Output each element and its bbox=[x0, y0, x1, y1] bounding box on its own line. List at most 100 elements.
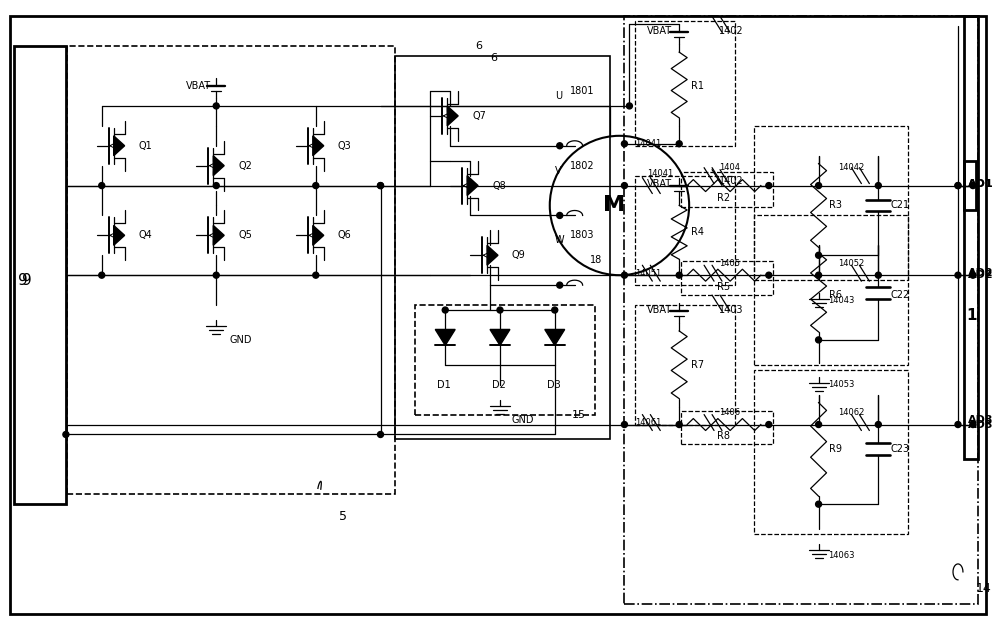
Text: R6: R6 bbox=[829, 290, 842, 300]
Polygon shape bbox=[487, 245, 498, 265]
Text: Q4: Q4 bbox=[139, 231, 152, 241]
Text: AD2: AD2 bbox=[968, 268, 994, 278]
Circle shape bbox=[766, 422, 772, 427]
Text: 9: 9 bbox=[18, 272, 28, 288]
Circle shape bbox=[816, 422, 822, 427]
Polygon shape bbox=[467, 176, 478, 196]
Text: C23: C23 bbox=[890, 444, 909, 455]
Text: 1406: 1406 bbox=[719, 408, 740, 417]
Circle shape bbox=[816, 183, 822, 189]
Text: 1403: 1403 bbox=[719, 305, 744, 315]
Circle shape bbox=[875, 272, 881, 278]
Polygon shape bbox=[114, 225, 125, 245]
Text: AD1: AD1 bbox=[968, 178, 994, 189]
Text: 1402: 1402 bbox=[719, 176, 744, 185]
Polygon shape bbox=[435, 330, 455, 345]
Polygon shape bbox=[213, 156, 224, 176]
Circle shape bbox=[621, 183, 627, 189]
Text: D1: D1 bbox=[437, 380, 451, 390]
Circle shape bbox=[497, 307, 503, 313]
Circle shape bbox=[313, 183, 319, 189]
Polygon shape bbox=[545, 330, 565, 345]
Text: R7: R7 bbox=[691, 360, 704, 370]
Text: Q2: Q2 bbox=[238, 161, 252, 171]
Circle shape bbox=[676, 141, 682, 147]
Circle shape bbox=[557, 282, 563, 288]
Text: 14041: 14041 bbox=[647, 169, 674, 178]
Text: Q3: Q3 bbox=[338, 141, 351, 150]
Bar bbox=[681, 261, 773, 295]
Bar bbox=[964, 17, 978, 459]
Bar bbox=[635, 305, 735, 425]
Circle shape bbox=[816, 501, 822, 507]
Text: 1803: 1803 bbox=[570, 231, 594, 241]
Text: VBAT: VBAT bbox=[647, 26, 672, 36]
Text: R5: R5 bbox=[717, 282, 730, 292]
Circle shape bbox=[313, 272, 319, 278]
Text: 18: 18 bbox=[590, 255, 602, 265]
Text: VBAT: VBAT bbox=[186, 81, 211, 91]
Text: R4: R4 bbox=[691, 227, 704, 237]
Bar bbox=[635, 176, 735, 285]
Bar bbox=[681, 411, 773, 444]
Circle shape bbox=[955, 183, 961, 189]
Circle shape bbox=[378, 432, 383, 438]
Text: V: V bbox=[555, 166, 561, 176]
Circle shape bbox=[626, 103, 632, 109]
Text: VBAT: VBAT bbox=[647, 178, 672, 189]
Text: GND: GND bbox=[229, 335, 252, 345]
Bar bbox=[681, 171, 773, 208]
Circle shape bbox=[875, 422, 881, 427]
Text: Q6: Q6 bbox=[338, 231, 351, 241]
Bar bbox=[624, 17, 978, 604]
Bar bbox=[964, 161, 976, 210]
Text: 1402: 1402 bbox=[719, 26, 744, 36]
Bar bbox=[635, 22, 735, 146]
Text: 1: 1 bbox=[966, 307, 976, 323]
Circle shape bbox=[442, 307, 448, 313]
Circle shape bbox=[621, 141, 627, 147]
Text: 6: 6 bbox=[490, 53, 497, 63]
Text: 1801: 1801 bbox=[570, 86, 594, 96]
Circle shape bbox=[557, 143, 563, 149]
Circle shape bbox=[816, 337, 822, 343]
Circle shape bbox=[63, 432, 69, 438]
Text: 14053: 14053 bbox=[829, 380, 855, 389]
Circle shape bbox=[970, 272, 976, 278]
Circle shape bbox=[970, 422, 976, 427]
Text: 15: 15 bbox=[572, 410, 586, 420]
Polygon shape bbox=[490, 330, 510, 345]
Text: VBAT: VBAT bbox=[647, 305, 672, 315]
Circle shape bbox=[875, 183, 881, 189]
Polygon shape bbox=[447, 106, 458, 126]
Text: AD3: AD3 bbox=[968, 415, 993, 425]
Text: C22: C22 bbox=[890, 290, 910, 300]
Text: 14062: 14062 bbox=[839, 408, 865, 417]
Circle shape bbox=[766, 272, 772, 278]
Circle shape bbox=[955, 272, 961, 278]
Bar bbox=[395, 56, 610, 439]
Polygon shape bbox=[213, 225, 224, 245]
Text: D3: D3 bbox=[547, 380, 561, 390]
Text: R9: R9 bbox=[829, 444, 842, 455]
Circle shape bbox=[213, 272, 219, 278]
Text: R1: R1 bbox=[691, 81, 704, 91]
Bar bbox=[415, 305, 595, 415]
Text: Q5: Q5 bbox=[238, 231, 252, 241]
Text: 14063: 14063 bbox=[829, 551, 855, 561]
Text: Q1: Q1 bbox=[139, 141, 152, 150]
Text: Q7: Q7 bbox=[472, 111, 486, 121]
Text: 14061: 14061 bbox=[635, 418, 662, 427]
Circle shape bbox=[676, 422, 682, 427]
Text: 5: 5 bbox=[339, 510, 347, 523]
Circle shape bbox=[816, 272, 822, 278]
Text: 9: 9 bbox=[22, 272, 32, 288]
Text: U: U bbox=[555, 91, 562, 101]
Text: D2: D2 bbox=[492, 380, 506, 390]
Bar bbox=[754, 370, 908, 534]
Circle shape bbox=[970, 183, 976, 189]
Text: 1404: 1404 bbox=[719, 163, 740, 172]
Circle shape bbox=[213, 103, 219, 109]
Circle shape bbox=[99, 272, 105, 278]
Text: R3: R3 bbox=[829, 201, 842, 210]
